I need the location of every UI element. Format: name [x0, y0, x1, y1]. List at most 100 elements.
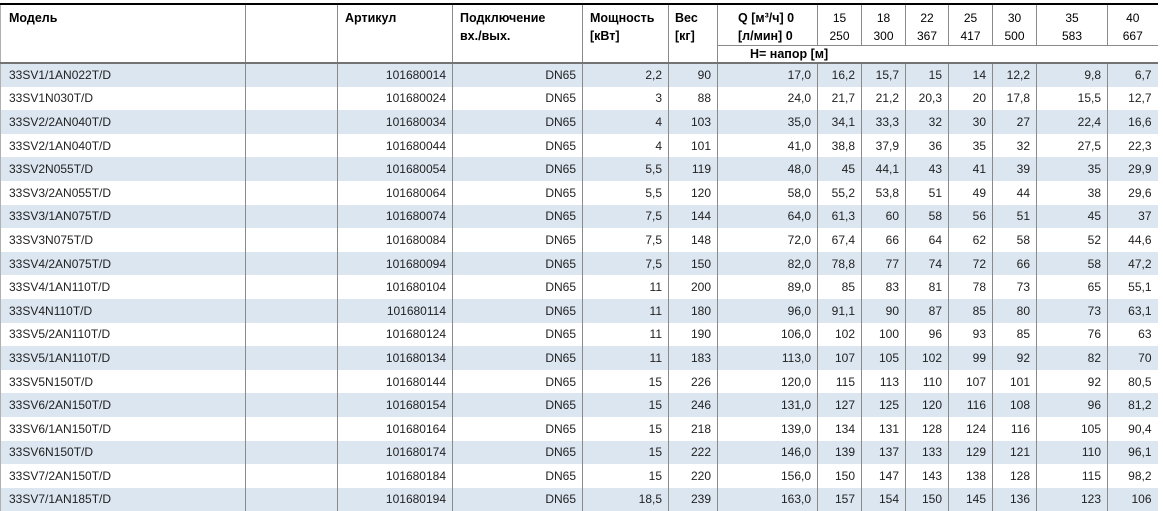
head-cell: 12,7: [1107, 86, 1158, 111]
article-cell: 101680144: [337, 369, 453, 394]
weight-cell: 239: [668, 487, 718, 511]
flow-m3h: 40: [1126, 11, 1140, 25]
head-q0-cell: 156,0: [717, 464, 818, 488]
article-cell: 101680124: [337, 322, 453, 347]
article-cell: 101680014: [337, 63, 453, 87]
power-cell: 3: [582, 86, 669, 111]
spacer-cell: [245, 440, 338, 465]
head-cell: 63: [1107, 322, 1158, 347]
model-cell: 33SV3/1AN075T/D: [0, 204, 246, 229]
model-cell: 33SV4/1AN110T/D: [9, 280, 111, 295]
head-cell: 47,2: [1107, 251, 1158, 276]
flow-m3h: 22: [920, 11, 934, 25]
model-cell: 33SV5/1AN110T/D: [0, 346, 246, 370]
head-q0-cell: 146,0: [717, 440, 818, 465]
head-cell: 107: [948, 369, 993, 394]
table-row: 33SV3/1AN075T/D 101680074 DN65 7,5 144 64,0 61…: [0, 204, 1158, 229]
head-cell: 20,3: [905, 86, 949, 111]
model-cell: 33SV7/1AN185T/D: [0, 487, 246, 511]
table-row: 33SV7/2AN150T/D 101680184 DN65 15 220 156,0 15…: [1, 464, 1158, 488]
power-cell: 7,5: [582, 204, 669, 229]
header-row-subheader: Н= напор [м]: [1, 45, 1158, 64]
head-cell: 30: [948, 110, 993, 134]
head-cell: 150: [817, 464, 862, 488]
spacer-cell: [245, 298, 338, 323]
connection-cell: DN65: [452, 228, 583, 252]
connection-cell: DN65: [452, 346, 583, 370]
article-cell: 101680034: [337, 110, 453, 134]
head-cell: 51: [905, 180, 949, 205]
power-cell: 5,5: [582, 157, 669, 181]
head-cell: 120: [905, 393, 949, 417]
column-header-flow-15: 15 250: [817, 4, 862, 46]
head-cell: 108: [992, 393, 1037, 417]
weight-cell: 88: [668, 86, 718, 111]
head-cell: 72: [948, 251, 993, 276]
table-row: 33SV6N150T/D 101680174 DN65 15 222 146,0 139 13…: [0, 440, 1158, 465]
head-cell: 45: [1036, 204, 1108, 229]
pump-specs-table: Модель Артикул Подключение вх./вых. Мощн…: [0, 3, 1158, 511]
article-cell: 101680184: [337, 464, 453, 488]
table-row: 33SV2/2AN040T/D 101680034 DN65 4 103 35,0 34,1…: [0, 110, 1158, 134]
head-cell: 85: [817, 275, 862, 299]
head-cell: 106: [1107, 487, 1158, 511]
head-cell: 127: [817, 393, 862, 417]
article-cell: 101680024: [337, 86, 453, 111]
weight-cell: 150: [668, 251, 718, 276]
connection-cell: DN65: [452, 86, 583, 111]
head-cell: 107: [817, 346, 862, 370]
head-cell: 116: [992, 416, 1037, 441]
head-cell: 143: [905, 464, 949, 488]
table-row: 33SV2N055T/D 101680054 DN65 5,5 119 48,0 45 44,…: [0, 157, 1158, 181]
head-cell: 41: [948, 157, 993, 181]
head-cell: 66: [992, 251, 1037, 276]
column-header-flow-25: 25 417: [948, 4, 993, 46]
connection-cell: DN65: [452, 416, 583, 441]
head-cell: 73: [992, 275, 1037, 299]
head-cell: 147: [861, 464, 906, 488]
head-cell: 80: [992, 298, 1037, 323]
article-cell: 101680084: [337, 228, 453, 252]
head-cell: 98,2: [1107, 464, 1158, 488]
model-cell: 33SV6/2AN150T/D: [0, 393, 246, 417]
article-cell: 101680054: [337, 157, 453, 181]
flow-lmin: 250: [829, 29, 850, 43]
head-cell: 14: [948, 63, 993, 87]
head-q0-cell: 64,0: [717, 204, 818, 229]
model-cell: 33SV4N110T/D: [0, 298, 246, 323]
table-row: 33SV4/1AN110T/D 101680104 DN65 11 200 89,0 85 8…: [1, 275, 1158, 299]
spacer-cell: [245, 275, 338, 299]
spacer-cell: [245, 133, 338, 158]
head-cell: 44,1: [861, 157, 906, 181]
column-header-flow-18: 18 300: [861, 4, 906, 46]
flow-lmin: 367: [916, 29, 938, 43]
column-header-flow-q0-line1: Q [м³/ч] 0: [738, 11, 795, 25]
power-cell: 11: [582, 275, 669, 299]
head-cell: 6,7: [1107, 63, 1158, 87]
head-cell: 102: [817, 322, 862, 347]
table-row: 33SV7/1AN185T/D 101680194 DN65 18,5 239 163,0…: [0, 487, 1158, 511]
head-cell: 139: [817, 440, 862, 465]
head-cell: 43: [905, 157, 949, 181]
head-cell: 85: [992, 322, 1037, 347]
head-cell: 74: [905, 251, 949, 276]
connection-cell: DN65: [452, 157, 583, 181]
power-cell: 4: [582, 133, 669, 158]
head-cell: 29,6: [1107, 180, 1158, 205]
power-cell: 18,5: [582, 487, 669, 511]
head-q0-cell: 48,0: [717, 157, 818, 181]
head-cell: 15,7: [861, 63, 906, 87]
head-cell: 12,2: [992, 63, 1037, 87]
head-cell: 90: [861, 298, 906, 323]
head-cell: 154: [861, 487, 906, 511]
head-cell: 123: [1036, 487, 1108, 511]
head-cell: 78: [948, 275, 993, 299]
head-cell: 58: [992, 228, 1037, 252]
head-cell: 38,8: [817, 133, 862, 158]
head-cell: 87: [905, 298, 949, 323]
table-row: 33SV5/2AN110T/D 101680124 DN65 11 190 106,0 10…: [1, 322, 1158, 347]
spacer-cell: [245, 369, 338, 394]
power-cell: 15: [582, 369, 669, 394]
power-cell: 2,2: [582, 63, 669, 87]
model-cell: 33SV2/1AN040T/D: [9, 138, 112, 153]
